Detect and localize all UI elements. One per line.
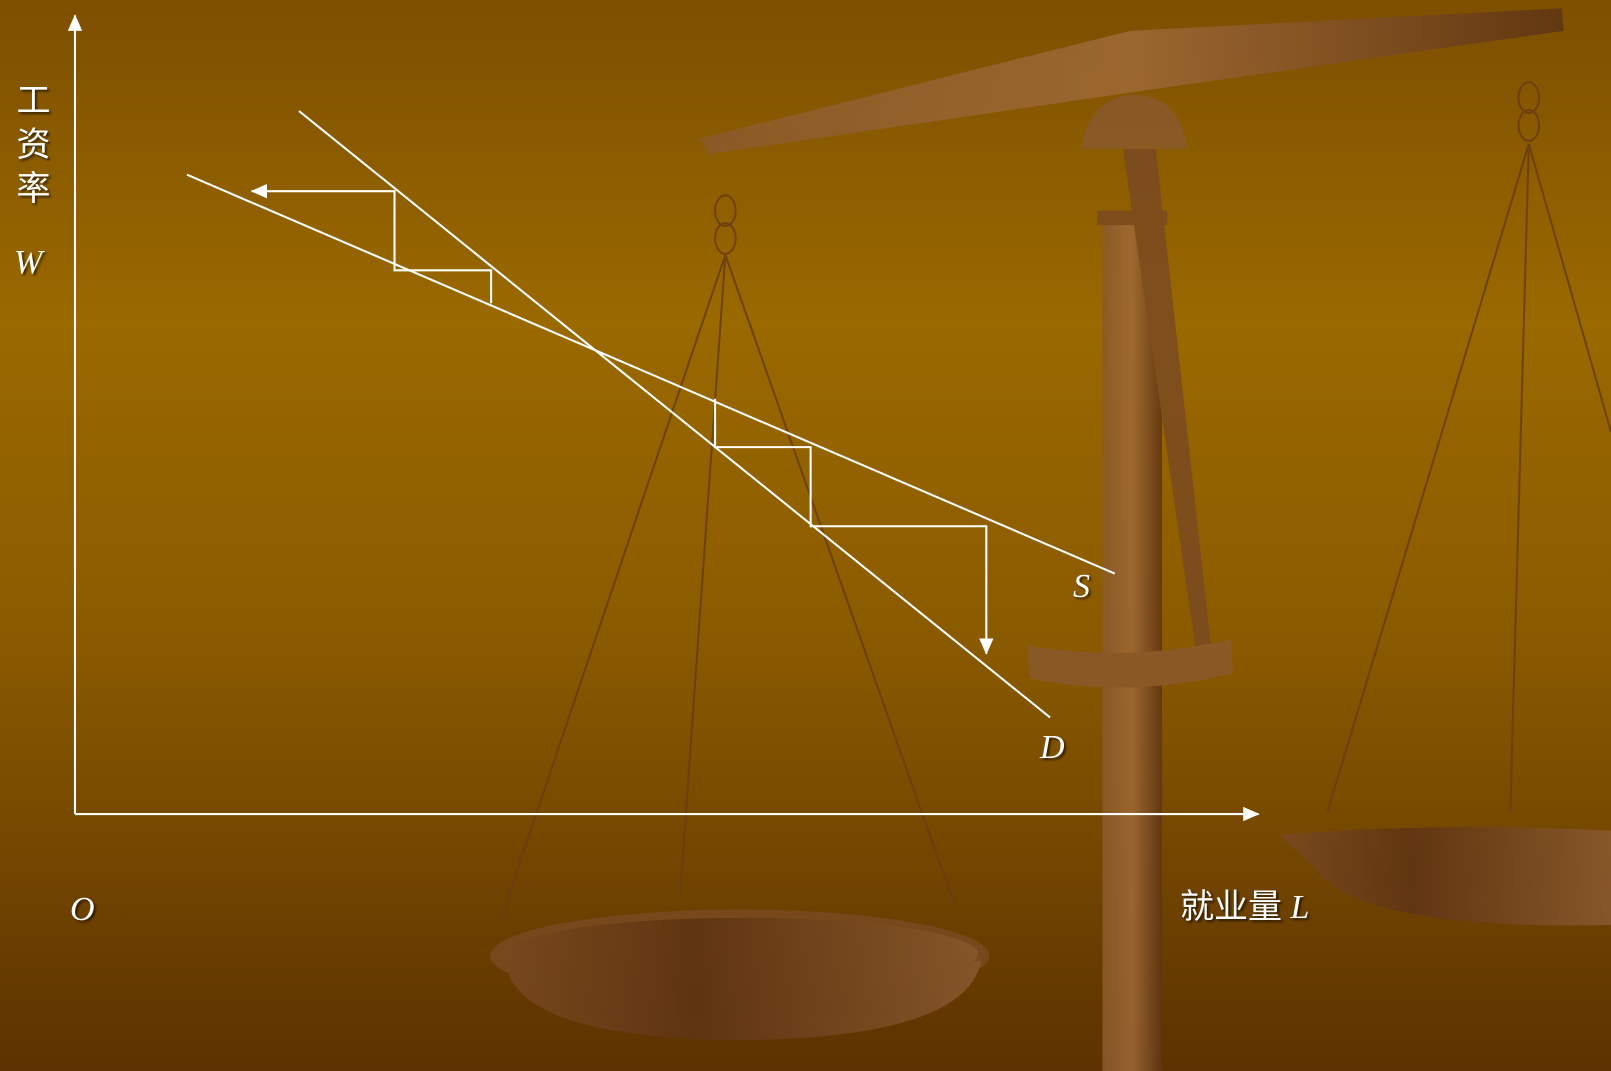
x-axis-text: 就业量: [1180, 889, 1282, 926]
y-axis-symbol: W: [14, 246, 42, 280]
demand-label: D: [1040, 731, 1065, 765]
origin-label: O: [70, 893, 95, 927]
diagram: [0, 0, 1611, 1071]
slide: 工资率 W O 就业量 L S D: [0, 0, 1611, 1071]
x-axis-label: 就业量 L: [1180, 891, 1309, 925]
supply-label: S: [1073, 570, 1090, 604]
y-axis-label: 工资率: [12, 82, 46, 214]
background: [0, 0, 1611, 1071]
x-axis-symbol: L: [1291, 889, 1310, 926]
